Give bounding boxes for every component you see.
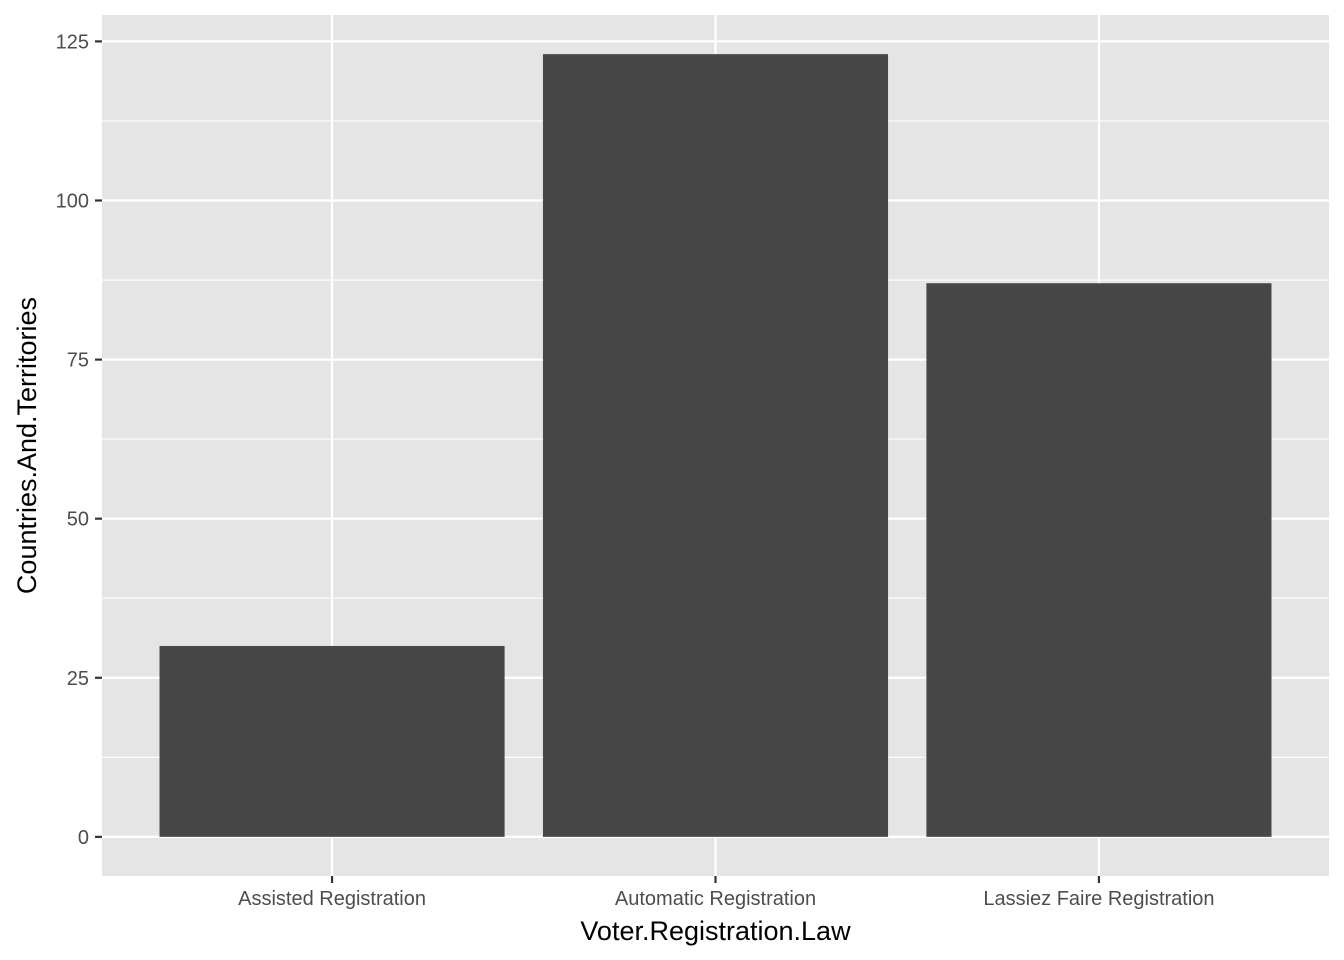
y-tick-label: 125 (56, 31, 89, 53)
bar (542, 54, 889, 837)
y-tick-label: 0 (78, 827, 89, 849)
y-tick-label: 75 (67, 350, 89, 372)
y-axis-title: Countries.And.Territories (12, 297, 42, 594)
bar (159, 645, 505, 837)
x-axis-title: Voter.Registration.Law (580, 916, 851, 946)
bar-group (159, 54, 1272, 837)
x-tick-label: Lassiez Faire Registration (983, 888, 1214, 910)
y-tick-label: 50 (67, 509, 89, 531)
y-tick-label: 100 (56, 191, 89, 213)
x-tick-label: Assisted Registration (238, 888, 426, 910)
bar (926, 283, 1272, 837)
y-tick-label: 25 (67, 668, 89, 690)
y-axis: 0 25 50 75 100 125 (56, 31, 102, 849)
x-axis: Assisted Registration Automatic Registrat… (238, 876, 1215, 910)
x-tick-label: Automatic Registration (615, 888, 816, 910)
